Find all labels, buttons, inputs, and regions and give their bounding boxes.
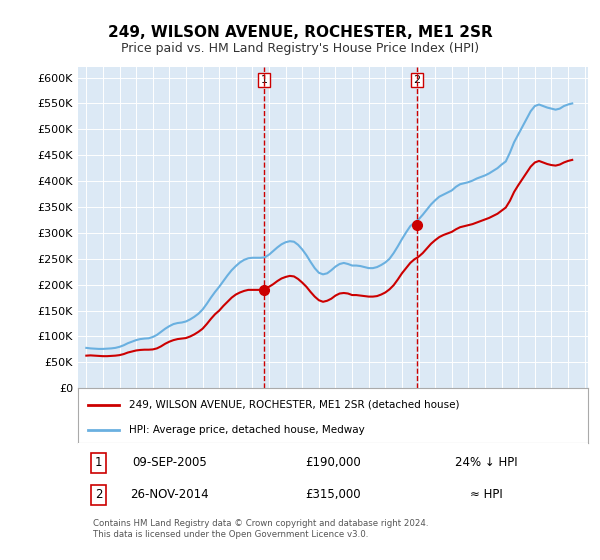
Text: 2: 2: [413, 75, 421, 85]
Text: 26-NOV-2014: 26-NOV-2014: [130, 488, 209, 501]
Text: 24% ↓ HPI: 24% ↓ HPI: [455, 456, 517, 469]
Text: ≈ HPI: ≈ HPI: [470, 488, 502, 501]
Text: 2: 2: [95, 488, 102, 501]
Text: 249, WILSON AVENUE, ROCHESTER, ME1 2SR (detached house): 249, WILSON AVENUE, ROCHESTER, ME1 2SR (…: [129, 400, 460, 410]
Text: 1: 1: [95, 456, 102, 469]
Text: £315,000: £315,000: [305, 488, 361, 501]
Text: HPI: Average price, detached house, Medway: HPI: Average price, detached house, Medw…: [129, 424, 365, 435]
Text: Price paid vs. HM Land Registry's House Price Index (HPI): Price paid vs. HM Land Registry's House …: [121, 42, 479, 55]
Text: £190,000: £190,000: [305, 456, 361, 469]
Text: 09-SEP-2005: 09-SEP-2005: [133, 456, 207, 469]
Text: 1: 1: [260, 75, 268, 85]
Text: 249, WILSON AVENUE, ROCHESTER, ME1 2SR: 249, WILSON AVENUE, ROCHESTER, ME1 2SR: [107, 25, 493, 40]
Text: Contains HM Land Registry data © Crown copyright and database right 2024.
This d: Contains HM Land Registry data © Crown c…: [94, 520, 429, 539]
